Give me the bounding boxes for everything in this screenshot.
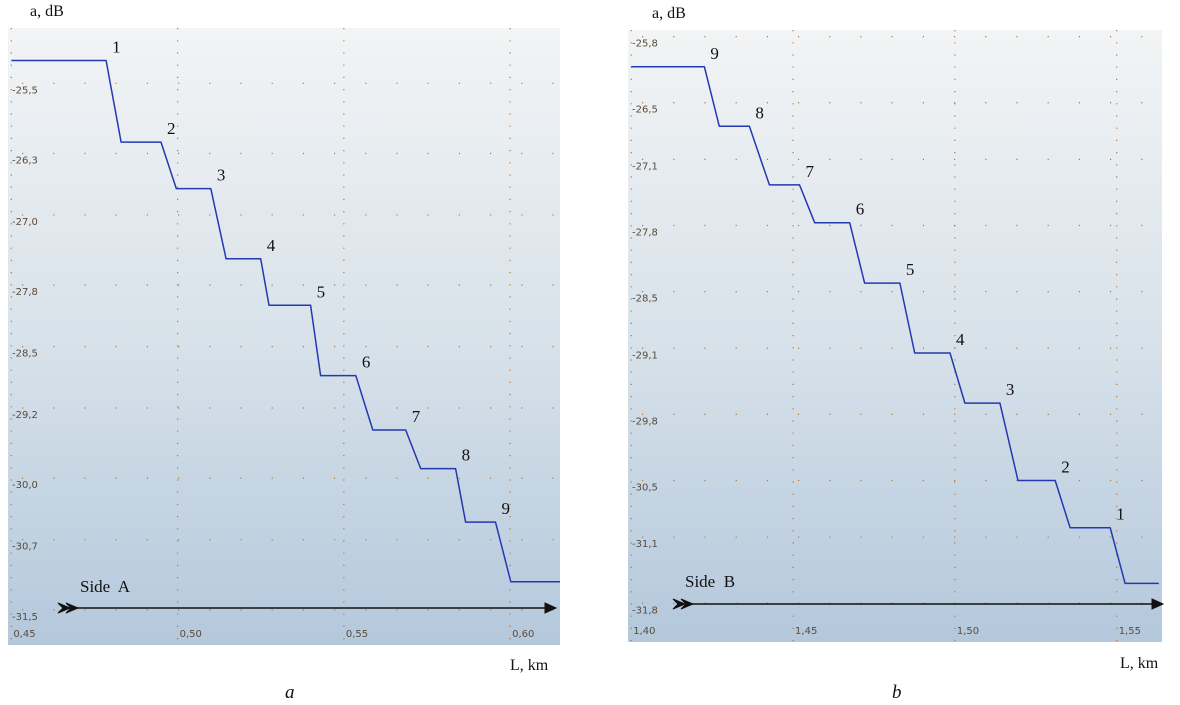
y-tick-label: -29,8 (632, 416, 658, 427)
y-tick-label: -28,5 (12, 349, 38, 360)
step-label: 4 (956, 330, 965, 349)
x-tick-label: 1,50 (957, 626, 979, 637)
trace (11, 59, 560, 583)
y-tick-label: -27,8 (12, 287, 38, 298)
step-label: 8 (462, 446, 471, 465)
x-tick-label: 0,60 (512, 629, 534, 640)
side-arrow (57, 602, 558, 614)
y-tick-label: -31,5 (12, 612, 38, 623)
y-tick-label: -30,7 (12, 542, 38, 553)
x-tick-label: 1,45 (795, 626, 817, 637)
step-label: 1 (112, 37, 121, 56)
step-label: 2 (167, 119, 176, 138)
step-label: 5 (317, 282, 326, 301)
step-label: 6 (362, 353, 371, 372)
y-tick-label: -27,0 (12, 217, 38, 228)
y-tick-label: -25,5 (12, 85, 38, 96)
x-tick-label: 0,55 (346, 629, 368, 640)
x-axis-label: L, km (510, 657, 549, 674)
plots: -25,5 -26,3 -27,0 -27,8 -28,5 -29,2 -30,0 -30,7… (8, 28, 1162, 645)
step-label: 7 (806, 162, 815, 181)
step-label: 8 (755, 103, 764, 122)
step-label: 1 (1116, 505, 1125, 524)
x-tick-label: 1,40 (633, 626, 655, 637)
step-label: 6 (856, 200, 865, 219)
step-label: 9 (710, 44, 719, 63)
step-label: 5 (906, 260, 915, 279)
y-axis-label: a, dB (652, 5, 686, 22)
y-tick-label: -29,2 (12, 410, 38, 421)
step-label: 7 (412, 407, 421, 426)
step-label: 9 (501, 499, 510, 518)
y-tick-label: -30,0 (12, 480, 38, 491)
y-tick-label: -30,5 (632, 483, 658, 494)
panel-label: b (892, 682, 902, 703)
side-label: Side B (685, 572, 735, 591)
x-tick-label: 0,50 (180, 629, 202, 640)
step-label: 4 (267, 236, 276, 255)
side-label: Side A (80, 577, 131, 596)
step-label: 3 (1006, 380, 1015, 399)
x-tick-label: 1,55 (1119, 626, 1141, 637)
trace (631, 66, 1159, 585)
y-tick-label: -27,8 (632, 228, 658, 239)
y-tick-label: -25,8 (632, 39, 658, 50)
y-tick-label: -26,3 (12, 156, 38, 167)
y-tick-label: -28,5 (632, 294, 658, 305)
x-axis-label: L, km (1120, 655, 1159, 672)
y-tick-label: -31,1 (632, 539, 658, 550)
side-arrow (672, 598, 1165, 610)
x-tick-label: 0,45 (13, 629, 35, 640)
step-label: 2 (1061, 458, 1070, 477)
y-tick-label: -26,5 (632, 105, 658, 116)
panel-label: a (285, 682, 295, 703)
plot-area (628, 30, 1162, 642)
y-tick-label: -29,1 (632, 350, 658, 361)
y-axis-label: a, dB (30, 3, 64, 20)
plot-area (8, 28, 560, 645)
y-tick-label: -27,1 (632, 161, 658, 172)
y-tick-label: -31,8 (632, 605, 658, 616)
step-label: 3 (217, 166, 226, 185)
